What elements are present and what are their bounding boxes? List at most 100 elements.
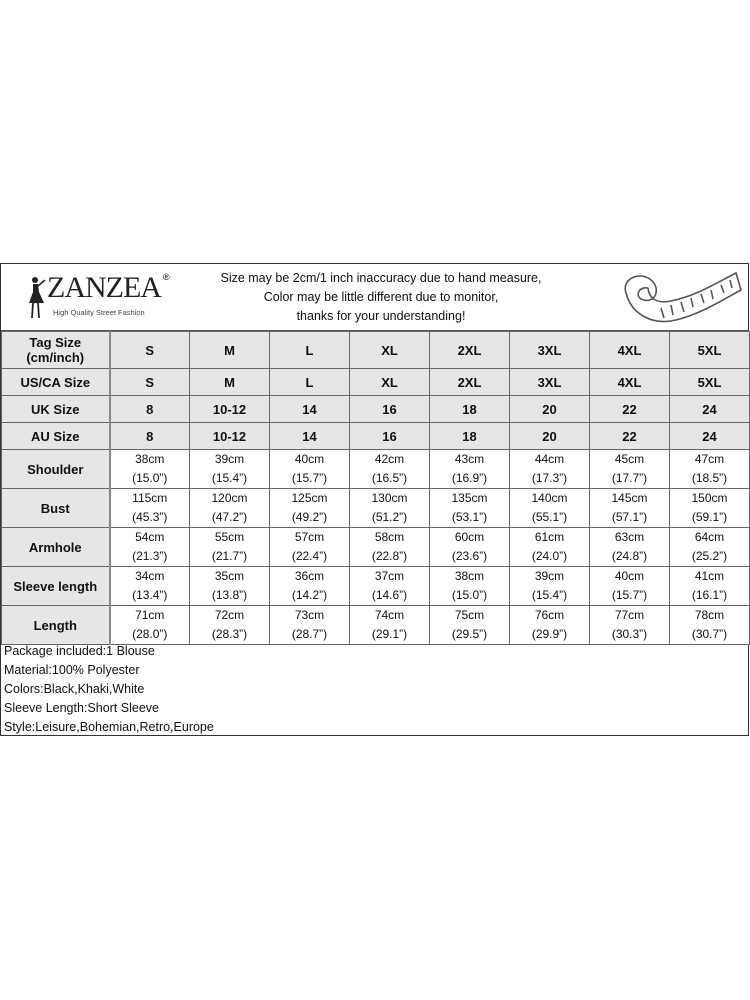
cm-value: 71cm	[135, 608, 165, 622]
cm-value: 115cm	[132, 491, 168, 505]
size-cell: S	[109, 368, 190, 396]
measurement-cell: 55cm (21.7”)	[189, 527, 270, 567]
row-label: Shoulder	[1, 449, 111, 489]
measurement-cell: 54cm (21.3”)	[109, 527, 190, 567]
detail-package: Package included:1 Blouse	[4, 644, 155, 658]
cm-value: 47cm	[694, 452, 725, 466]
cm-value: 77cm	[614, 608, 645, 622]
measurement-cell: 60cm (23.6”)	[429, 527, 510, 567]
inch-value: (53.1”)	[451, 510, 488, 524]
measurement-cell: 73cm (28.7”)	[269, 605, 350, 645]
inch-value: (18.5”)	[691, 471, 728, 485]
cm-value: 36cm	[294, 569, 325, 583]
inch-value: (30.3”)	[611, 627, 648, 641]
measurement-cell: 71cm (28.0”)	[109, 605, 190, 645]
inch-value: (57.1”)	[611, 510, 648, 524]
row-label: Sleeve length	[1, 566, 111, 606]
size-cell: 2XL	[429, 331, 510, 369]
inch-value: (28.7”)	[291, 627, 328, 641]
inch-value: (21.3”)	[132, 549, 168, 563]
inch-value: (45.3”)	[132, 510, 168, 524]
measurement-cell: 57cm (22.4”)	[269, 527, 350, 567]
inch-value: (16.5”)	[371, 471, 408, 485]
size-cell: 22	[589, 395, 670, 423]
measurement-cell: 72cm (28.3”)	[189, 605, 270, 645]
cm-value: 35cm	[214, 569, 245, 583]
row-label: US/CA Size	[1, 368, 111, 396]
size-cell: 4XL	[589, 331, 670, 369]
size-cell: 2XL	[429, 368, 510, 396]
brand-tagline: High Quality Street Fashion	[53, 308, 145, 317]
size-cell: M	[189, 368, 270, 396]
detail-colors: Colors:Black,Khaki,White	[4, 682, 145, 696]
size-cell: 5XL	[669, 331, 750, 369]
size-cell: 8	[109, 422, 190, 450]
measurement-cell: 39cm (15.4”)	[189, 449, 270, 489]
measurement-cell: 38cm (15.0”)	[429, 566, 510, 606]
cm-value: 130cm	[371, 491, 408, 505]
registered-mark: ®	[162, 272, 170, 282]
measurement-row: Sleeve length 34cm (13.4”) 35cm (13.8”) 36cm (…	[1, 566, 750, 606]
inch-value: (29.1”)	[371, 627, 408, 641]
product-details: Package included:1 Blouse Material:100% …	[4, 642, 214, 737]
row-label: Bust	[1, 488, 111, 528]
detail-style: Style:Leisure,Bohemian,Retro,Europe	[4, 720, 214, 734]
cm-value: 40cm	[294, 452, 325, 466]
cm-value: 150cm	[691, 491, 728, 505]
size-cell: XL	[349, 331, 430, 369]
cm-value: 41cm	[694, 569, 725, 583]
measurement-cell: 43cm (16.9”)	[429, 449, 510, 489]
measurement-row: Length 71cm (28.0”) 72cm (28.3”) 73cm (28.7”) 7…	[1, 605, 750, 645]
size-cell: 20	[509, 422, 590, 450]
cm-value: 145cm	[611, 491, 648, 505]
measurement-cell: 135cm (53.1”)	[429, 488, 510, 528]
cm-value: 43cm	[454, 452, 485, 466]
cm-value: 74cm	[374, 608, 405, 622]
row-label: Length	[1, 605, 111, 645]
size-cell: 16	[349, 395, 430, 423]
inch-value: (30.7”)	[691, 627, 728, 641]
size-cell: XL	[349, 368, 430, 396]
inch-value: (59.1”)	[691, 510, 728, 524]
measurement-cell: 64cm (25.2”)	[669, 527, 750, 567]
size-cell: L	[269, 368, 350, 396]
cm-value: 73cm	[294, 608, 325, 622]
size-cell: 20	[509, 395, 590, 423]
cm-value: 63cm	[614, 530, 645, 544]
size-row: US/CA Size S M L XL 2XL 3XL 4XL 5XL	[1, 368, 750, 396]
note-line: Size may be 2cm/1 inch inaccuracy due to…	[220, 271, 542, 285]
disclaimer-notes: Size may be 2cm/1 inch inaccuracy due to…	[181, 269, 581, 326]
size-cell: 8	[109, 395, 190, 423]
size-cell: 18	[429, 422, 510, 450]
measurement-cell: 61cm (24.0”)	[509, 527, 590, 567]
inch-value: (24.8”)	[611, 549, 648, 563]
cm-value: 76cm	[534, 608, 565, 622]
cm-value: 140cm	[531, 491, 568, 505]
measurement-cell: 41cm (16.1”)	[669, 566, 750, 606]
measurement-cell: 77cm (30.3”)	[589, 605, 670, 645]
inch-value: (24.0”)	[531, 549, 568, 563]
note-line: thanks for your understanding!	[296, 309, 466, 323]
measurement-cell: 39cm (15.4”)	[509, 566, 590, 606]
cm-value: 58cm	[374, 530, 405, 544]
measurement-cell: 36cm (14.2”)	[269, 566, 350, 606]
inch-value: (17.7”)	[611, 471, 648, 485]
measurement-cell: 38cm (15.0”)	[109, 449, 190, 489]
measurement-cell: 34cm (13.4”)	[109, 566, 190, 606]
cm-value: 45cm	[614, 452, 645, 466]
inch-value: (47.2”)	[211, 510, 248, 524]
row-label: Armhole	[1, 527, 111, 567]
size-cell: L	[269, 331, 350, 369]
size-cell: S	[109, 331, 190, 369]
cm-value: 72cm	[214, 608, 245, 622]
size-row: UK Size 8 10-12 14 16 18 20 22 24	[1, 395, 750, 423]
measurement-cell: 75cm (29.5”)	[429, 605, 510, 645]
size-cell: 5XL	[669, 368, 750, 396]
cm-value: 40cm	[614, 569, 645, 583]
inch-value: (22.4”)	[291, 549, 328, 563]
brand-logo: ZANZEA ® High Quality Street Fashion	[25, 272, 195, 324]
cm-value: 34cm	[135, 569, 165, 583]
inch-value: (28.0”)	[132, 627, 168, 641]
measurement-cell: 45cm (17.7”)	[589, 449, 670, 489]
cm-value: 55cm	[214, 530, 245, 544]
